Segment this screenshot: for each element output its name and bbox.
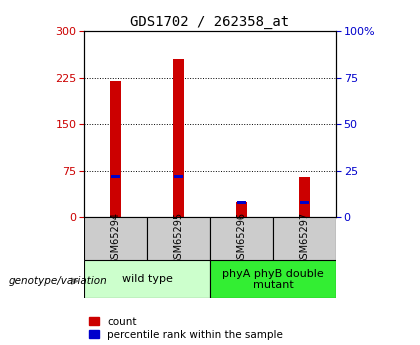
Text: GSM65294: GSM65294	[110, 211, 121, 265]
Text: GSM65297: GSM65297	[299, 211, 310, 265]
Bar	[273, 217, 336, 260]
Bar	[174, 175, 183, 178]
Bar	[210, 217, 273, 260]
Legend: count, percentile rank within the sample: count, percentile rank within the sample	[89, 317, 283, 340]
Bar	[210, 260, 336, 298]
Bar	[147, 217, 210, 260]
Bar	[84, 217, 147, 260]
Text: GSM65295: GSM65295	[173, 211, 184, 265]
Text: genotype/variation: genotype/variation	[8, 276, 107, 286]
Bar	[173, 59, 184, 217]
Text: phyA phyB double
mutant: phyA phyB double mutant	[222, 269, 324, 290]
Bar	[84, 260, 210, 298]
Bar	[111, 175, 120, 178]
Title: GDS1702 / 262358_at: GDS1702 / 262358_at	[131, 14, 289, 29]
Text: wild type: wild type	[121, 275, 173, 284]
Bar	[300, 200, 309, 204]
Bar	[299, 177, 310, 217]
Bar	[236, 202, 247, 217]
Bar	[237, 200, 246, 204]
Bar	[110, 81, 121, 217]
Text: GSM65296: GSM65296	[236, 211, 247, 265]
